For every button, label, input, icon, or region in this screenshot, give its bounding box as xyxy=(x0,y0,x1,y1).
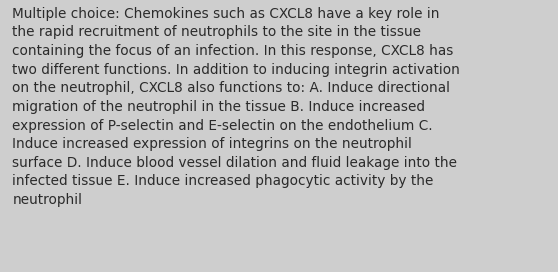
Text: Multiple choice: Chemokines such as CXCL8 have a key role in
the rapid recruitme: Multiple choice: Chemokines such as CXCL… xyxy=(12,7,460,207)
